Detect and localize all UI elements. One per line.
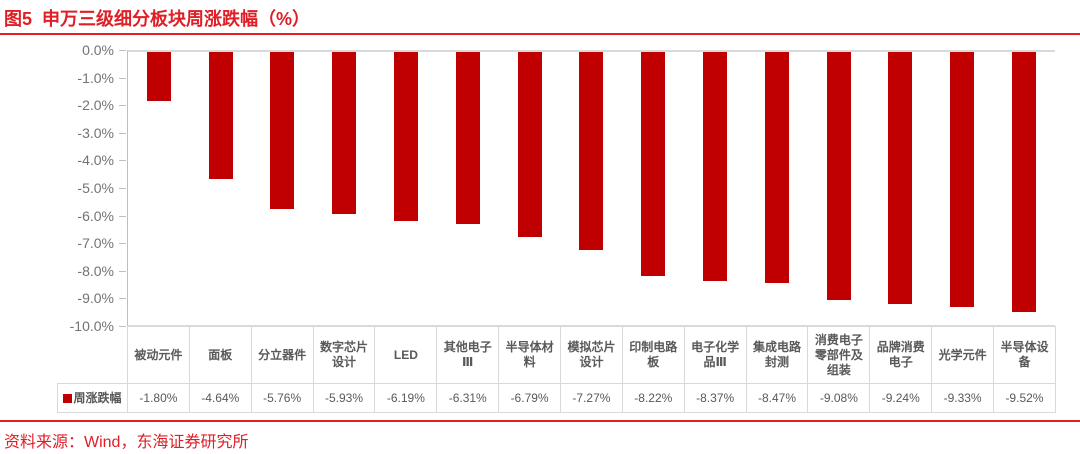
value-cell: -7.27% bbox=[560, 383, 623, 413]
bar-slot bbox=[746, 52, 808, 325]
category-header-cell: 光学元件 bbox=[931, 326, 995, 384]
value-cell: -8.22% bbox=[621, 383, 685, 413]
bar bbox=[1012, 52, 1037, 312]
value-cell: -6.31% bbox=[436, 383, 500, 413]
bar bbox=[208, 52, 233, 179]
bar-chart: 0.0% -1.0% -2.0% -3.0% -4.0% -5.0% -6.0% -7.0% -… bbox=[0, 42, 1080, 334]
title-underline bbox=[0, 33, 1080, 35]
bar-slot bbox=[561, 52, 623, 325]
value-cell: -9.33% bbox=[931, 383, 995, 413]
bar-slot bbox=[808, 52, 870, 325]
category-header-cell: 消费电子零部件及组装 bbox=[807, 326, 871, 384]
category-header-cell: LED bbox=[374, 326, 438, 384]
value-cell: -4.64% bbox=[188, 383, 252, 413]
value-cell: -5.76% bbox=[250, 383, 314, 413]
y-axis-tick-label: -6.0% bbox=[77, 208, 114, 224]
value-cell: -9.08% bbox=[807, 383, 871, 413]
y-axis-tick bbox=[119, 326, 126, 327]
y-axis-tick bbox=[119, 188, 126, 189]
y-axis-tick bbox=[119, 133, 126, 134]
y-axis-tick bbox=[119, 243, 126, 244]
bar bbox=[950, 52, 975, 307]
table-corner-blank bbox=[58, 327, 128, 384]
value-cell: -1.80% bbox=[127, 383, 190, 413]
category-header-cell: 集成电路封测 bbox=[745, 326, 809, 384]
chart-data-table: 被动元件 面板 分立器件 数字芯片设计 LED 其他电子Ⅲ 半导体材料 模拟芯片设计 印制电路板… bbox=[57, 326, 1056, 413]
bar bbox=[270, 52, 295, 210]
bar bbox=[146, 52, 171, 102]
bar bbox=[703, 52, 728, 281]
bar-slot bbox=[931, 52, 993, 325]
y-axis-tick bbox=[119, 216, 126, 217]
bar-slot bbox=[870, 52, 932, 325]
bar-slot bbox=[375, 52, 437, 325]
bar bbox=[517, 52, 542, 238]
bar-slot bbox=[313, 52, 375, 325]
y-axis-tick-label: -5.0% bbox=[77, 180, 114, 196]
bar-slot bbox=[622, 52, 684, 325]
value-cell: -5.93% bbox=[312, 383, 376, 413]
category-header-cell: 印制电路板 bbox=[621, 326, 685, 384]
bar-slot bbox=[252, 52, 314, 325]
legend-swatch-icon bbox=[63, 393, 73, 403]
bar bbox=[332, 52, 357, 214]
value-cell: -8.47% bbox=[745, 383, 809, 413]
y-axis-tick-label: -1.0% bbox=[77, 70, 114, 86]
y-axis-tick bbox=[119, 271, 126, 272]
y-axis-tick-label: -3.0% bbox=[77, 125, 114, 141]
value-cell: -8.37% bbox=[683, 383, 747, 413]
y-axis-tick bbox=[119, 50, 126, 51]
bar bbox=[394, 52, 419, 221]
y-axis-tick bbox=[119, 78, 126, 79]
y-axis-tick-label: -10.0% bbox=[69, 318, 114, 334]
bar-slot bbox=[993, 52, 1055, 325]
category-header-cell: 半导体材料 bbox=[498, 326, 562, 384]
value-cell: -9.52% bbox=[993, 383, 1056, 413]
bar-slot bbox=[684, 52, 746, 325]
footer-divider bbox=[0, 420, 1080, 422]
value-cell: -6.19% bbox=[374, 383, 438, 413]
bar-slot bbox=[128, 52, 190, 325]
category-header-cell: 半导体设备 bbox=[993, 326, 1056, 384]
y-axis-tick-label: -7.0% bbox=[77, 235, 114, 251]
bar-slot bbox=[437, 52, 499, 325]
bar-slot bbox=[190, 52, 252, 325]
category-header-cell: 面板 bbox=[188, 326, 252, 384]
bar bbox=[826, 52, 851, 300]
category-header-cell: 分立器件 bbox=[250, 326, 314, 384]
bar bbox=[579, 52, 604, 251]
y-axis-tick-label: -2.0% bbox=[77, 97, 114, 113]
bar-slot bbox=[499, 52, 561, 325]
category-header-cell: 电子化学品Ⅲ bbox=[683, 326, 747, 384]
value-cell: -6.79% bbox=[498, 383, 562, 413]
bar bbox=[455, 52, 480, 225]
source-note: 资料来源：Wind，东海证券研究所 bbox=[4, 434, 249, 451]
y-axis-tick bbox=[119, 160, 126, 161]
bar bbox=[888, 52, 913, 305]
y-axis-tick-label: -9.0% bbox=[77, 290, 114, 306]
category-header-cell: 模拟芯片设计 bbox=[560, 326, 623, 384]
legend-cell: 周涨跌幅 bbox=[57, 383, 128, 413]
category-header-cell: 被动元件 bbox=[127, 326, 190, 384]
y-axis-tick-label: -8.0% bbox=[77, 263, 114, 279]
y-axis: 0.0% -1.0% -2.0% -3.0% -4.0% -5.0% -6.0% -7.0% -… bbox=[0, 42, 127, 334]
bar bbox=[641, 52, 666, 277]
category-header-cell: 数字芯片设计 bbox=[312, 326, 376, 384]
category-header-cell: 品牌消费电子 bbox=[869, 326, 933, 384]
y-axis-tick-label: 0.0% bbox=[82, 42, 114, 58]
figure-title: 图5 申万三级细分板块周涨跌幅（%） bbox=[4, 9, 311, 29]
y-axis-tick-label: -4.0% bbox=[77, 152, 114, 168]
bar bbox=[764, 52, 789, 284]
category-header-cell: 其他电子Ⅲ bbox=[436, 326, 500, 384]
plot-area bbox=[127, 50, 1055, 326]
y-axis-tick bbox=[119, 105, 126, 106]
value-cell: -9.24% bbox=[869, 383, 933, 413]
y-axis-tick bbox=[119, 298, 126, 299]
